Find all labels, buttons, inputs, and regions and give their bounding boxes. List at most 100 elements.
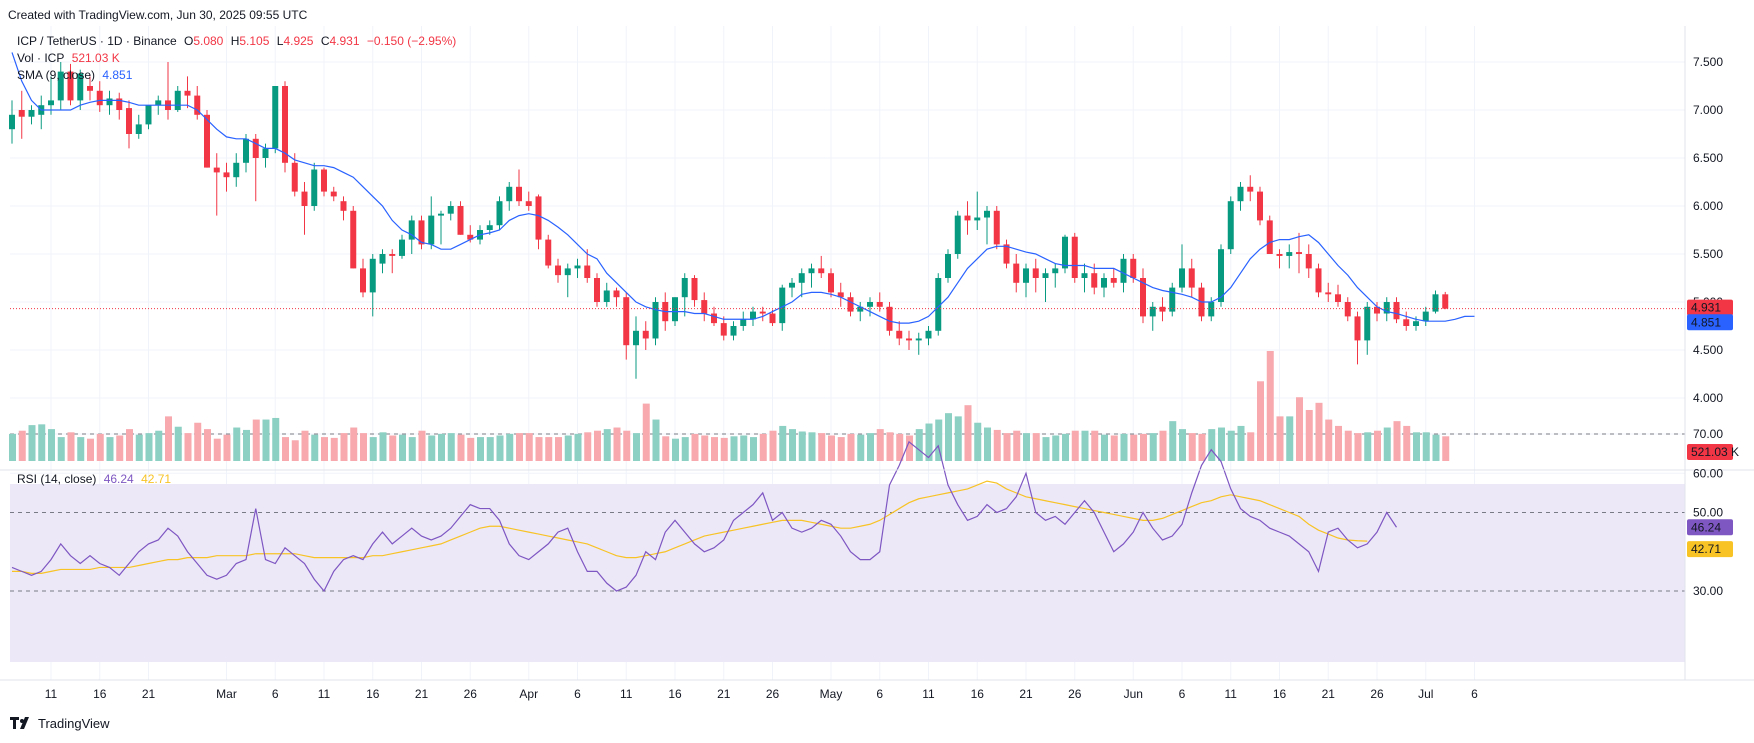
volume-bar	[223, 434, 231, 461]
volume-bar	[1422, 432, 1430, 461]
candle-body	[1393, 302, 1400, 320]
time-tick-label: 11	[922, 687, 935, 701]
time-tick-label: 21	[717, 687, 731, 701]
open-label: O	[183, 34, 194, 48]
time-tick-label: 21	[142, 687, 156, 701]
candle-body	[798, 273, 805, 283]
candle-body	[77, 73, 84, 101]
time-tick-label: 16	[668, 687, 682, 701]
volume-bar	[720, 437, 728, 461]
volume-bar	[1432, 434, 1440, 461]
volume-bar	[740, 435, 748, 461]
sma-badge: 4.851	[1691, 315, 1721, 329]
candles	[9, 62, 1449, 379]
volume-bar	[750, 437, 757, 461]
footer-brand[interactable]: TradingView	[10, 716, 110, 731]
volume-bar	[555, 437, 562, 461]
candle-body	[935, 278, 942, 331]
candle-body	[925, 330, 932, 339]
volume-bar	[87, 438, 94, 461]
time-axis[interactable]: 11 16 21 Mar 6 11 16 21 26 Apr 6 11 16 21 26 May 6 11 16 21…	[45, 687, 1478, 701]
time-tick-label: 26	[464, 687, 478, 701]
volume-bar	[564, 435, 572, 461]
time-tick-label: 11	[318, 687, 331, 701]
candle-body	[730, 326, 737, 336]
symbol-label: ICP / TetherUS · 1D · Binance	[17, 34, 177, 48]
candle-body	[116, 98, 123, 110]
candle-body	[1325, 292, 1332, 295]
volume-bar	[1257, 381, 1264, 461]
volume-bar	[925, 423, 933, 461]
candle-body	[906, 338, 912, 341]
candle-body	[418, 220, 425, 245]
candle-body	[57, 71, 64, 101]
candle-body	[603, 290, 610, 302]
candle-body	[1422, 311, 1429, 322]
volume-bar	[1286, 416, 1294, 461]
volume-bar	[1374, 430, 1381, 461]
candle-body	[126, 108, 132, 134]
candle-body	[974, 217, 981, 221]
volume-bar	[233, 427, 241, 461]
time-tick-label: 26	[1370, 687, 1384, 701]
high-value: 5.105	[239, 34, 270, 48]
time-tick-label: 6	[574, 687, 581, 701]
candle-body	[96, 90, 103, 106]
rsi-legend[interactable]: RSI (14, close) 46.24 42.71	[17, 472, 175, 486]
candle-body	[330, 191, 337, 197]
volume-badge-bg	[1687, 444, 1733, 460]
candle-body	[350, 210, 357, 269]
volume-bar	[954, 416, 962, 461]
time-tick-label: 21	[1322, 687, 1336, 701]
rsi-line	[11, 440, 1398, 593]
candle-body	[1188, 268, 1195, 288]
candle-body	[106, 98, 113, 106]
volume-bar	[369, 437, 377, 461]
candle-body	[818, 268, 825, 274]
volume-bar	[155, 430, 163, 461]
sma-legend[interactable]: SMA (9, close) 4.851	[17, 68, 136, 82]
ohlc-close: C4.931	[321, 34, 360, 48]
time-tick-label: 26	[1068, 687, 1082, 701]
candle-body	[1091, 273, 1098, 288]
volume-bar	[915, 429, 923, 461]
candle-body	[447, 206, 454, 214]
volume-bar	[282, 437, 289, 461]
volume-bar	[418, 430, 426, 461]
candle-body	[1315, 268, 1322, 293]
time-tick-label: 6	[272, 687, 279, 701]
candle-body	[672, 297, 678, 322]
rsi-label: RSI (14, close)	[17, 472, 97, 486]
candle-body	[769, 313, 776, 324]
low-label: L	[276, 34, 284, 48]
volume-bar	[1003, 433, 1011, 461]
volume-bar	[945, 413, 952, 461]
time-tick-label: 11	[1225, 687, 1238, 701]
volume-bar	[506, 433, 514, 461]
tradingview-logo-icon	[10, 716, 34, 731]
candle-body	[642, 330, 649, 339]
volume-bar	[252, 419, 260, 461]
price-tick-label: 7.000	[1693, 103, 1723, 117]
volume-bar	[730, 436, 738, 461]
time-tick-label: 21	[415, 687, 429, 701]
volume-bar	[145, 433, 153, 461]
volume-legend[interactable]: Vol · ICP 521.03 K	[17, 51, 124, 65]
main-legend[interactable]: ICP / TetherUS · 1D · Binance O5.080 H5.…	[17, 34, 460, 48]
time-tick-label: 6	[876, 687, 883, 701]
volume-bar	[1247, 432, 1255, 461]
sma-line	[11, 52, 1475, 324]
candle-body	[633, 330, 639, 346]
candle-body	[1296, 252, 1302, 254]
volume-bar	[447, 433, 455, 461]
volume-bar	[1032, 433, 1040, 461]
created-header: Created with TradingView.com, Jun 30, 20…	[8, 8, 308, 22]
volume-bar	[1169, 421, 1177, 461]
volume-bar	[457, 434, 465, 461]
candle-body	[945, 254, 951, 278]
candle-body	[779, 287, 786, 324]
sma-badge-bg	[1687, 314, 1733, 331]
candle-body	[1237, 186, 1244, 202]
price-badge-bg	[1687, 299, 1733, 316]
